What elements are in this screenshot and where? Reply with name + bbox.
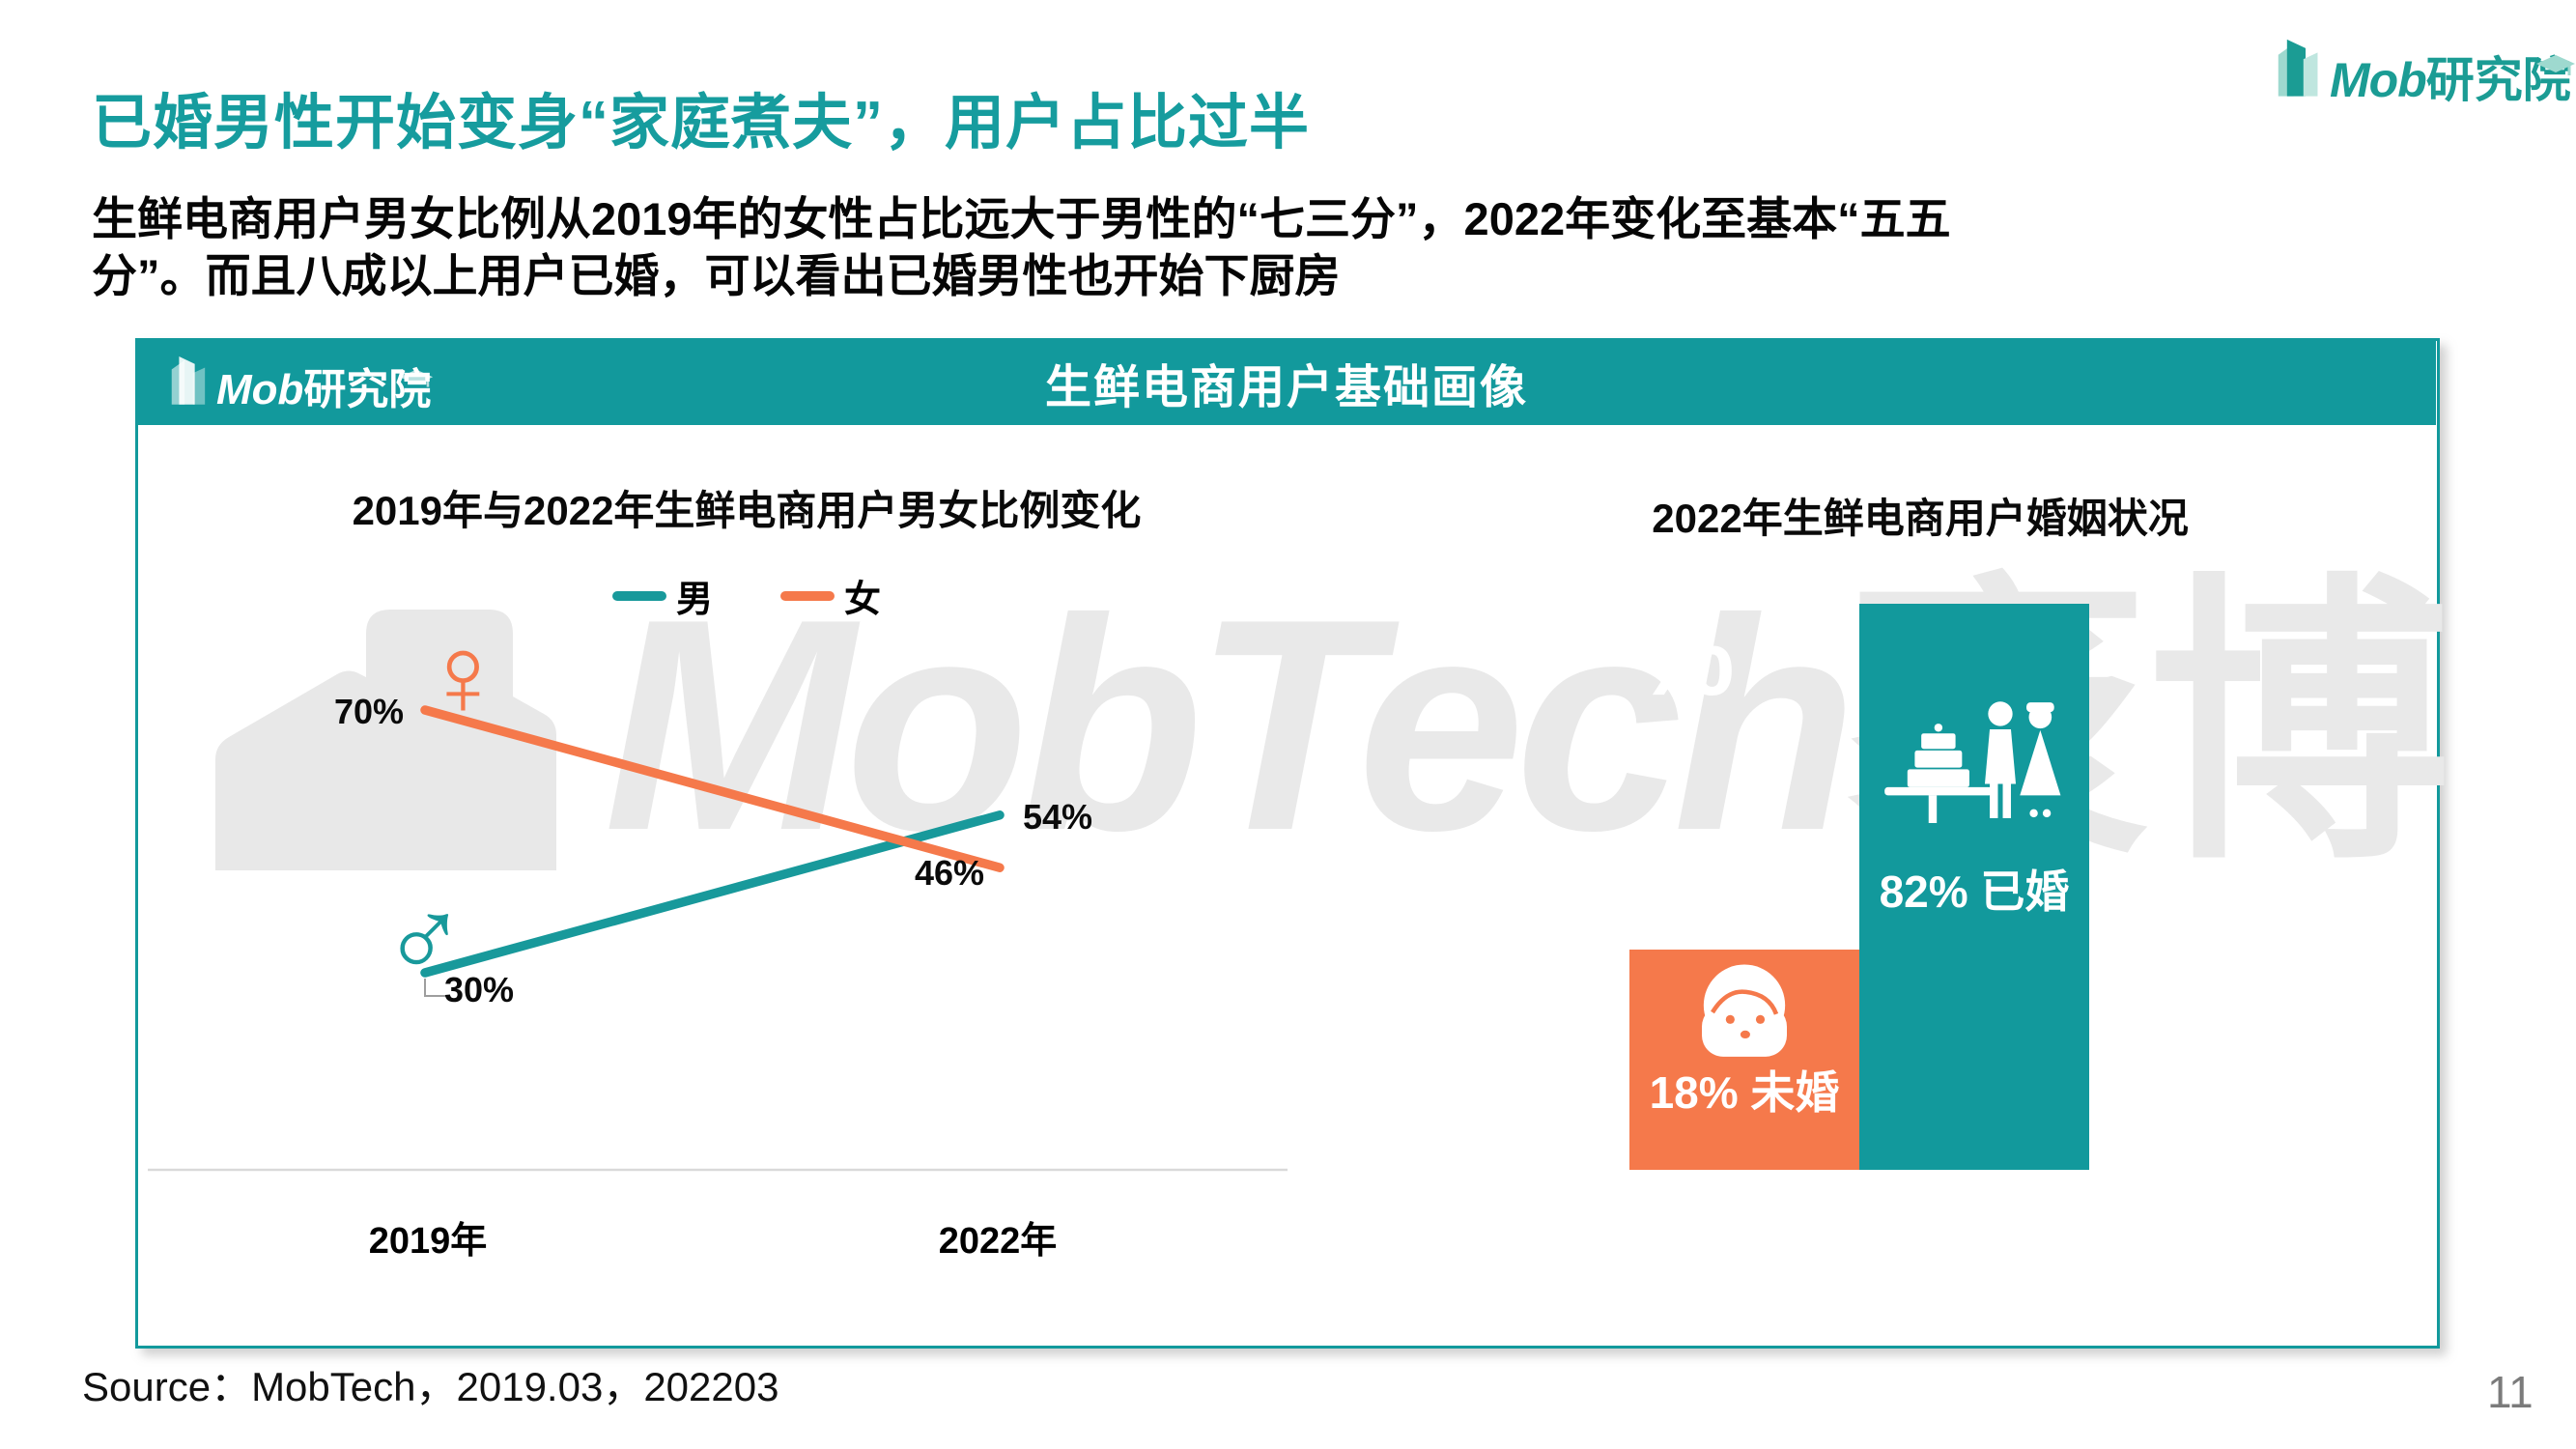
male-line-swatch — [611, 590, 666, 601]
panel-logo-mob-text: Mob — [216, 366, 304, 413]
bar-married: 82% 已婚 — [1859, 604, 2089, 1170]
bar-unmarried-label: 18% 未婚 — [1649, 1067, 1840, 1118]
panel-title: 生鲜电商用户基础画像 — [1044, 362, 1528, 413]
marriage-chart-title: 2022年生鲜电商用户婚姻状况 — [1652, 496, 2189, 541]
female-gender-icon: ♀ — [420, 612, 506, 740]
unmarried-girl-icon — [1686, 959, 1802, 1070]
legend-label-male: 男 — [675, 580, 713, 620]
bar-unmarried: 18% 未婚 — [1629, 950, 1859, 1170]
x-axis-label-2022: 2022年 — [938, 1221, 1058, 1262]
source-line: Source：MobTech，2019.03，202203 — [82, 1364, 779, 1409]
logo-mob-text: Mob — [2330, 53, 2427, 107]
watermark-building-icon — [194, 581, 561, 875]
page-subtitle: 生鲜电商用户男女比例从2019年的女性占比远大于男性的“七三分”，2022年变化… — [92, 191, 2449, 305]
subtitle-line-2: 分”。而且八成以上用户已婚，可以看出已婚男性也开始下厨房 — [92, 249, 1341, 301]
legend-item-female: 女 — [780, 569, 881, 622]
male-gender-icon: ♂ — [382, 871, 467, 999]
graduation-cap-icon-white — [398, 355, 435, 398]
gender-chart-legend: 男 女 — [157, 569, 1336, 622]
legend-label-female: 女 — [844, 580, 882, 620]
legend-item-male: 男 — [611, 569, 713, 622]
x-axis-label-2019: 2019年 — [368, 1221, 488, 1262]
panel-header: Mob研究院 生鲜电商用户基础画像 — [137, 340, 2436, 425]
subtitle-line-1: 生鲜电商用户男女比例从2019年的女性占比远大于男性的“七三分”，2022年变化… — [92, 193, 1951, 244]
female-line-swatch — [780, 590, 835, 601]
chart-panel: Mob研究院 生鲜电商用户基础画像 MobTech袤博 % 2019年与2022… — [135, 338, 2450, 1349]
gender-chart-title: 2019年与2022年生鲜电商用户男女比例变化 — [352, 488, 1142, 533]
corp-logo: Mob研究院 — [2272, 31, 2575, 107]
watermark-percent-sign: % — [1633, 592, 1735, 720]
page-title: 已婚男性开始变身“家庭煮夫”，用户占比过半 — [92, 90, 1311, 156]
bar-married-label: 82% 已婚 — [1879, 867, 2070, 917]
building-icon — [2272, 32, 2322, 104]
married-couple-icon — [1873, 693, 2076, 828]
graduation-cap-icon — [2534, 39, 2576, 87]
panel-logo: Mob研究院 — [166, 351, 434, 413]
page-number: 11 — [2487, 1367, 2534, 1417]
building-icon-white — [166, 351, 209, 412]
